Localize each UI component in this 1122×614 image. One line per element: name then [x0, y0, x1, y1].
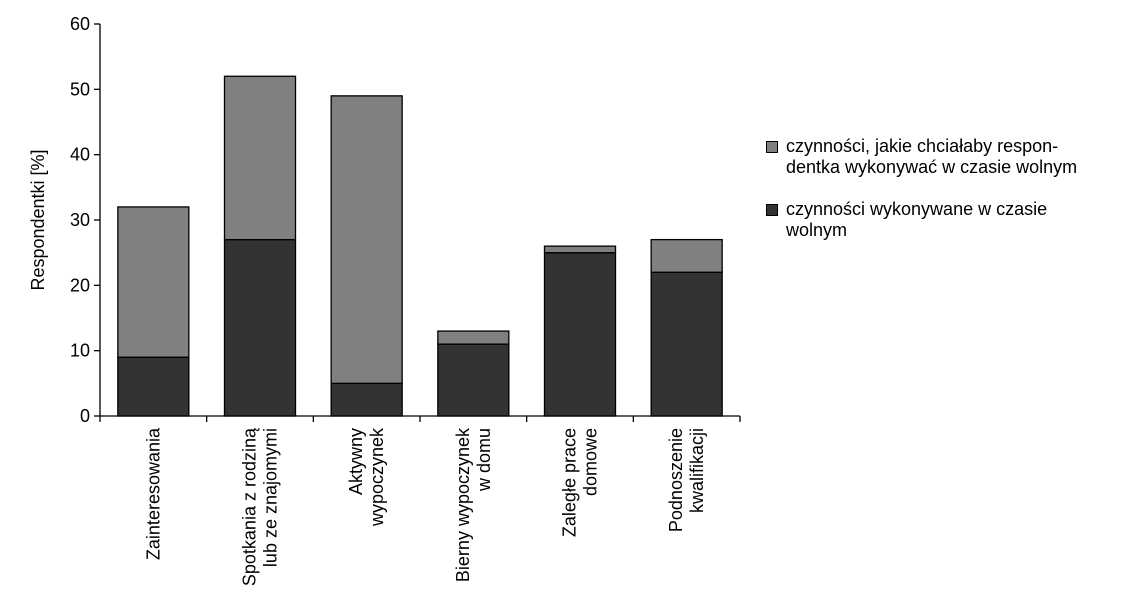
y-tick-label: 10	[70, 341, 90, 361]
x-category-label: w domu	[474, 428, 494, 492]
legend-label-wanted-line-2: dentka wykonywać w czasie wolnym	[786, 157, 1078, 177]
x-category-label: wypoczynek	[367, 427, 387, 527]
bar-segment-wanted-3	[437, 330, 510, 345]
x-category-label: domowe	[581, 428, 601, 496]
axes: 0 10 20 30 40 50 60	[70, 14, 741, 426]
x-category-label: Spotkania z rodziną	[240, 427, 260, 586]
x-category-label: Zaległe prace	[560, 428, 580, 537]
x-category-label: Podnoszenie	[666, 428, 686, 532]
bar-segment-done-1	[223, 238, 297, 417]
legend-item-wanted: czynności, jakie chciałaby respon- dentk…	[766, 136, 1116, 178]
bar-segment-wanted-1	[223, 75, 297, 241]
bars	[117, 75, 723, 417]
x-category-label: Aktywny	[346, 428, 366, 495]
legend-label-done-line-1: czynności wykonywane w czasie	[786, 199, 1048, 219]
x-category-label: kwalifikacji	[687, 428, 707, 513]
bar-segment-wanted-2	[330, 95, 403, 384]
legend-swatch-wanted	[766, 141, 778, 153]
bar-segment-wanted-0	[117, 206, 190, 358]
y-tick-label: 20	[70, 275, 90, 295]
bar-segment-wanted-5	[650, 238, 723, 273]
legend-label-wanted-line-1: czynności, jakie chciałaby respon-	[786, 136, 1059, 156]
bar-segment-done-4	[543, 252, 617, 417]
x-category-label: Zainteresowania	[143, 427, 163, 560]
x-category-label: Bierny wypoczynek	[453, 427, 473, 582]
bar-segment-wanted-4	[543, 245, 617, 254]
bar-segment-done-5	[650, 271, 723, 417]
y-tick-label: 50	[70, 79, 90, 99]
bar-segment-done-2	[330, 382, 403, 417]
y-tick-label: 30	[70, 210, 90, 230]
y-tick-label: 60	[70, 14, 90, 34]
legend-swatch-done	[766, 204, 778, 216]
legend-item-done: czynności wykonywane w czasie wolnym	[766, 199, 1116, 241]
bar-segment-done-0	[117, 356, 190, 417]
x-category-label: lub ze znajomymi	[261, 428, 281, 567]
y-tick-label: 0	[80, 406, 90, 426]
y-axis-title: Respondentki [%]	[28, 149, 48, 290]
y-tick-label: 40	[70, 145, 90, 165]
labels: Respondentki [%] Zainteresowania Spotkania…	[28, 149, 707, 586]
legend: czynności, jakie chciałaby respon- dentk…	[766, 136, 1116, 262]
legend-label-done-line-2: wolnym	[786, 220, 848, 240]
bar-segment-done-3	[437, 343, 510, 417]
